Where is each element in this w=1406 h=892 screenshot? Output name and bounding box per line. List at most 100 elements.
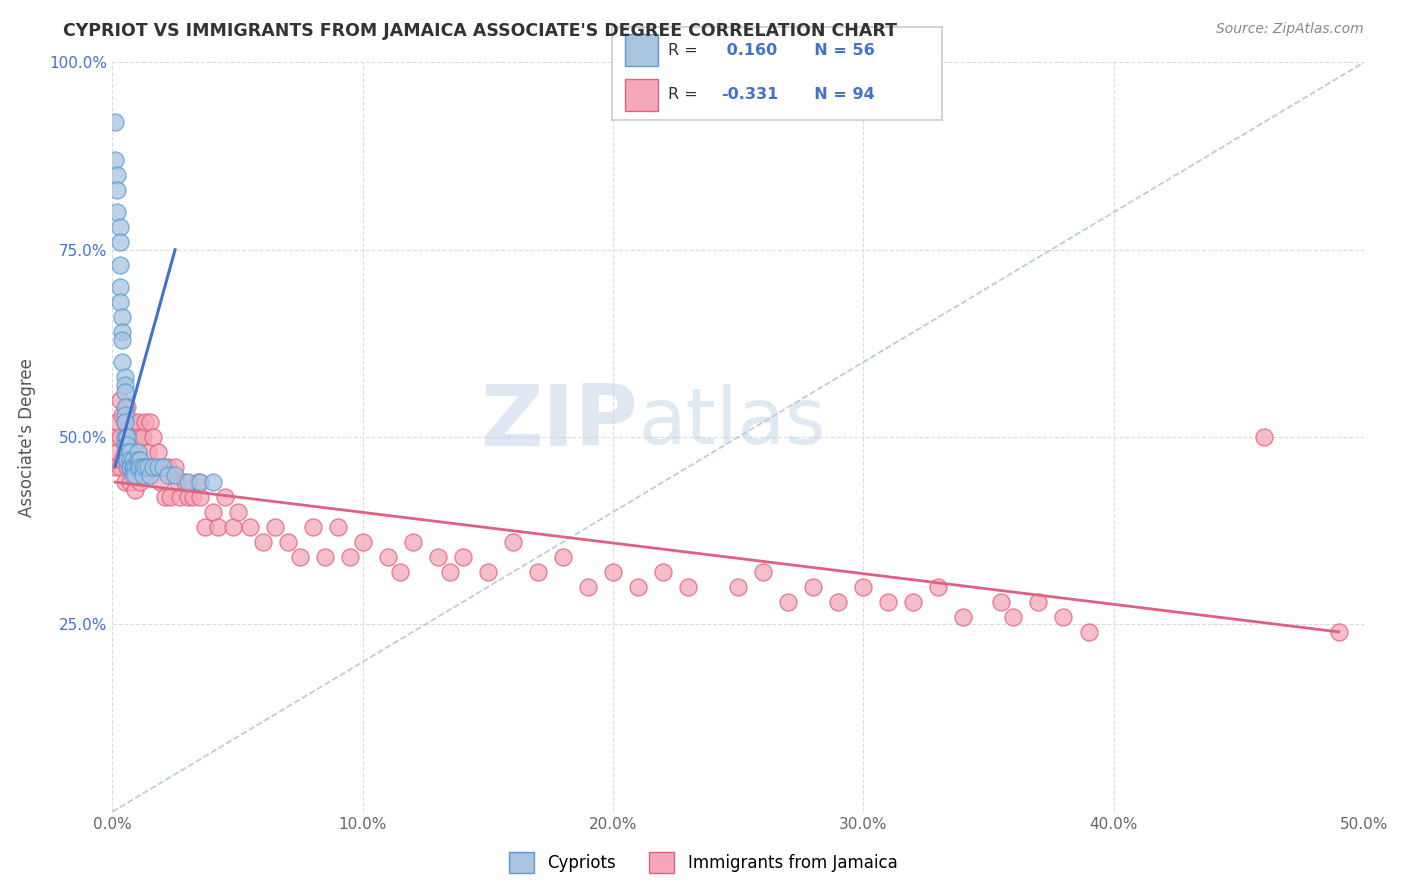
Point [108,295,131,310]
Point [226,505,249,519]
Point [602,565,624,579]
Point [117,460,139,475]
Point [136,460,159,475]
Text: Source: ZipAtlas.com: Source: ZipAtlas.com [1216,22,1364,37]
Point [188,475,211,489]
Point [111,408,134,422]
Text: R =: R = [668,43,703,58]
Point [107,445,129,459]
Point [221,520,243,534]
Point [163,460,186,475]
Point [1253,430,1275,444]
Point [149,475,172,489]
Point [402,535,425,549]
Point [176,475,198,489]
Point [176,490,198,504]
Point [301,520,323,534]
Point [136,445,159,459]
Point [107,415,129,429]
Point [1077,624,1099,639]
Point [139,415,162,429]
Point [104,115,127,129]
Point [181,490,204,504]
Point [117,437,139,451]
Point [201,475,224,489]
Point [852,580,875,594]
Point [111,333,134,347]
Point [114,437,136,451]
Text: atlas: atlas [638,384,825,460]
Point [114,370,136,384]
Point [121,452,143,467]
Point [201,505,224,519]
Point [141,430,163,444]
Point [314,549,336,564]
Point [117,452,139,467]
Point [326,520,349,534]
Point [1327,624,1350,639]
Point [121,467,143,482]
Point [166,475,188,489]
Point [129,460,152,475]
Point [143,460,166,475]
Text: 0.160: 0.160 [721,43,778,58]
Point [827,595,849,609]
Point [129,475,152,489]
Point [114,415,136,429]
Point [727,580,749,594]
Point [121,460,143,475]
Point [118,445,141,459]
Point [134,415,156,429]
Point [117,430,139,444]
Point [187,475,209,489]
Point [121,415,143,429]
Point [801,580,824,594]
Point [107,168,129,182]
Point [1028,595,1050,609]
Point [927,580,949,594]
Point [426,549,449,564]
Point [439,565,461,579]
Point [207,520,229,534]
Legend: Cypriots, Immigrants from Jamaica: Cypriots, Immigrants from Jamaica [502,846,904,880]
Point [352,535,374,549]
Point [114,377,136,392]
Text: CYPRIOT VS IMMIGRANTS FROM JAMAICA ASSOCIATE'S DEGREE CORRELATION CHART: CYPRIOT VS IMMIGRANTS FROM JAMAICA ASSOC… [63,22,897,40]
Point [114,430,136,444]
Point [111,452,134,467]
Point [1052,610,1074,624]
Point [1002,610,1025,624]
Point [214,490,236,504]
Point [159,490,181,504]
Point [127,445,149,459]
Point [118,430,141,444]
Point [676,580,699,594]
Point [129,430,152,444]
Point [117,400,139,414]
Point [127,452,149,467]
Point [139,460,162,475]
Point [114,408,136,422]
Point [153,490,176,504]
Point [903,595,925,609]
Point [502,535,524,549]
Point [131,460,153,475]
Point [114,445,136,459]
Point [108,430,131,444]
Point [111,355,134,369]
Point [134,460,156,475]
Text: R =: R = [668,87,703,102]
Point [114,400,136,414]
Point [127,460,149,475]
Point [124,467,146,482]
Point [117,430,139,444]
Point [104,430,127,444]
Point [121,460,143,475]
Point [188,490,211,504]
Point [527,565,550,579]
Point [477,565,499,579]
Point [127,415,149,429]
Point [118,460,141,475]
Point [118,475,141,489]
Point [146,445,169,459]
